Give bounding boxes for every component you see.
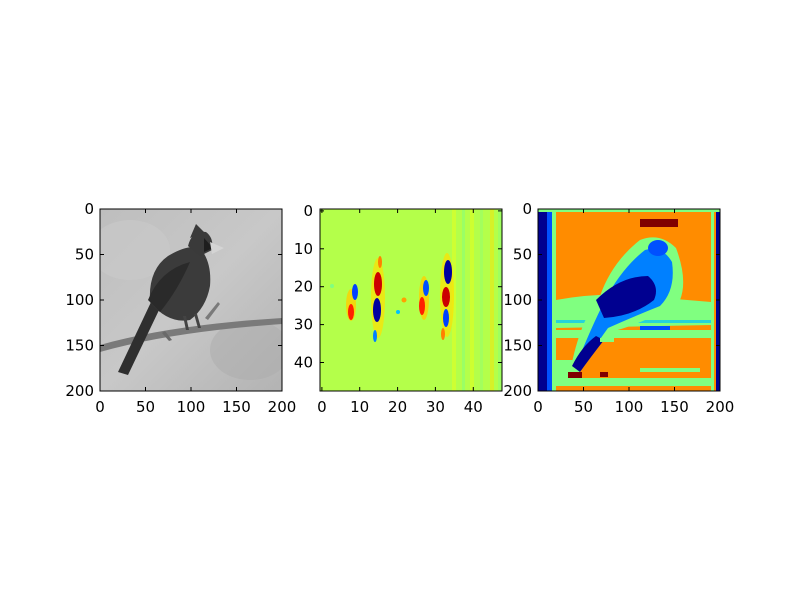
y-tick-label: 40 <box>294 354 313 372</box>
x-tick-label: 40 <box>464 398 483 416</box>
y-tick-label: 30 <box>294 316 313 334</box>
y-tick-label: 150 <box>65 337 94 355</box>
x-tick-label: 50 <box>574 398 593 416</box>
y-tick-label: 20 <box>294 278 313 296</box>
x-tick-label: 100 <box>177 398 206 416</box>
y-tick-label: 100 <box>503 291 532 309</box>
x-tick-label: 10 <box>350 398 369 416</box>
x-tick-label: 0 <box>533 398 543 416</box>
panel-segmented-image: 0 50 100 150 200 0 50 100 150 200 <box>503 200 734 416</box>
x-tick-label: 20 <box>388 398 407 416</box>
panel-grayscale-image: 0 50 100 150 200 0 50 100 150 200 <box>65 200 296 416</box>
y-tick-label: 0 <box>522 200 532 218</box>
y-tick-label: 200 <box>65 382 94 400</box>
panel-filter-response: 0 10 20 30 40 0 10 20 30 40 <box>294 202 502 416</box>
x-tick-label: 0 <box>95 398 105 416</box>
y-tick-label: 100 <box>65 291 94 309</box>
y-tick-label: 0 <box>84 200 94 218</box>
filter-response-content <box>320 209 502 391</box>
y-tick-label: 150 <box>503 337 532 355</box>
x-tick-label: 200 <box>268 398 297 416</box>
x-tick-label: 150 <box>222 398 251 416</box>
x-tick-label: 0 <box>317 398 327 416</box>
y-tick-label: 0 <box>303 202 313 220</box>
y-tick-label: 50 <box>513 246 532 264</box>
x-tick-label: 200 <box>706 398 735 416</box>
segmented-image-content <box>538 209 720 391</box>
x-tick-label: 150 <box>660 398 689 416</box>
grayscale-image-content <box>90 209 290 391</box>
x-tick-label: 30 <box>426 398 445 416</box>
x-tick-label: 50 <box>136 398 155 416</box>
y-tick-label: 50 <box>75 246 94 264</box>
y-tick-label: 10 <box>294 240 313 258</box>
y-tick-label: 200 <box>503 382 532 400</box>
x-tick-label: 100 <box>615 398 644 416</box>
